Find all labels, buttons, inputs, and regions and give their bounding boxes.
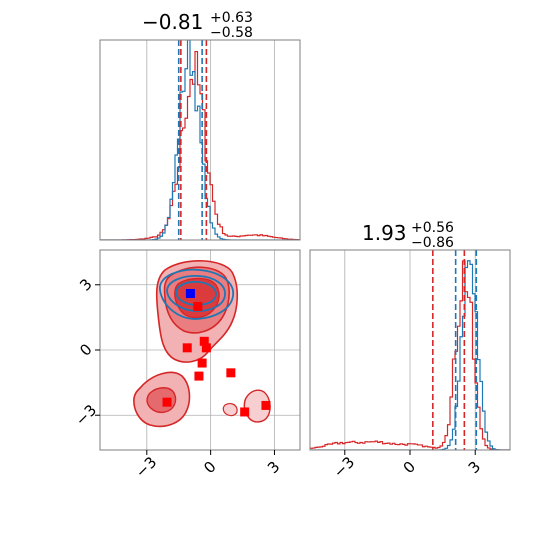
red-contour-small-mid <box>222 403 238 417</box>
joint-ytick-label-1: 0 <box>76 340 95 359</box>
red-marker-4 <box>197 358 207 368</box>
red-marker-0 <box>193 302 203 312</box>
joint-markers <box>162 288 271 417</box>
hist2-red-series <box>310 260 510 450</box>
red-marker-5 <box>194 371 204 381</box>
red-marker-6 <box>226 368 236 378</box>
hist1-quantile-lines <box>177 40 208 240</box>
joint-xtick-label-1: 0 <box>200 458 219 477</box>
joint-ytick-label-0: −3 <box>72 401 100 429</box>
hist2-quantile-lines <box>432 250 478 450</box>
hist2-gridlines <box>344 250 476 450</box>
blue-contour-outer <box>159 268 234 320</box>
hist1-title-plus: +0.63 <box>210 10 253 26</box>
hist1-series <box>100 40 300 240</box>
hist2-ticks: −3 0 3 <box>330 450 484 481</box>
hist-panel-1: −0.81 +0.63 −0.58 <box>99 10 301 241</box>
hist1-title: −0.81 <box>142 10 203 34</box>
joint-panel: −3 0 3 −3 0 3 <box>72 249 301 481</box>
hist1-title-minus: −0.58 <box>210 25 253 41</box>
hist2-xtick-label-0: −3 <box>330 453 358 481</box>
hist2-title: 1.93 <box>362 221 407 245</box>
joint-xtick-label-2: 3 <box>264 458 283 477</box>
hist2-title-minus: −0.86 <box>411 235 454 251</box>
red-marker-2 <box>201 343 211 353</box>
red-contour-inner-main <box>174 277 220 319</box>
hist2-xtick-label-2: 3 <box>465 458 484 477</box>
blue-contours <box>159 268 234 320</box>
hist1-blue-series <box>100 40 300 240</box>
blue-contour-mid <box>166 275 226 312</box>
hist1-gridlines <box>146 40 275 240</box>
hist1-title-center: −0.81 <box>142 10 203 34</box>
red-marker-7 <box>162 397 172 407</box>
red-marker-3 <box>199 336 209 346</box>
hist-panel-2: −3 0 3 1.93 +0.56 −0.86 <box>309 220 511 481</box>
joint-xtick-label-0: −3 <box>132 453 160 481</box>
blue-marker-0 <box>185 288 195 298</box>
hist2-title-center: 1.93 <box>362 221 407 245</box>
hist1-frame <box>99 39 301 241</box>
hist2-xtick-label-1: 0 <box>400 458 419 477</box>
hist2-title-plus: +0.56 <box>411 220 454 236</box>
hist1-red-series <box>100 50 300 240</box>
joint-ytick-label-2: 3 <box>76 275 95 294</box>
red-marker-1 <box>182 343 192 353</box>
red-marker-8 <box>240 407 250 417</box>
blue-contour-inner <box>175 280 217 306</box>
red-marker-9 <box>261 400 271 410</box>
